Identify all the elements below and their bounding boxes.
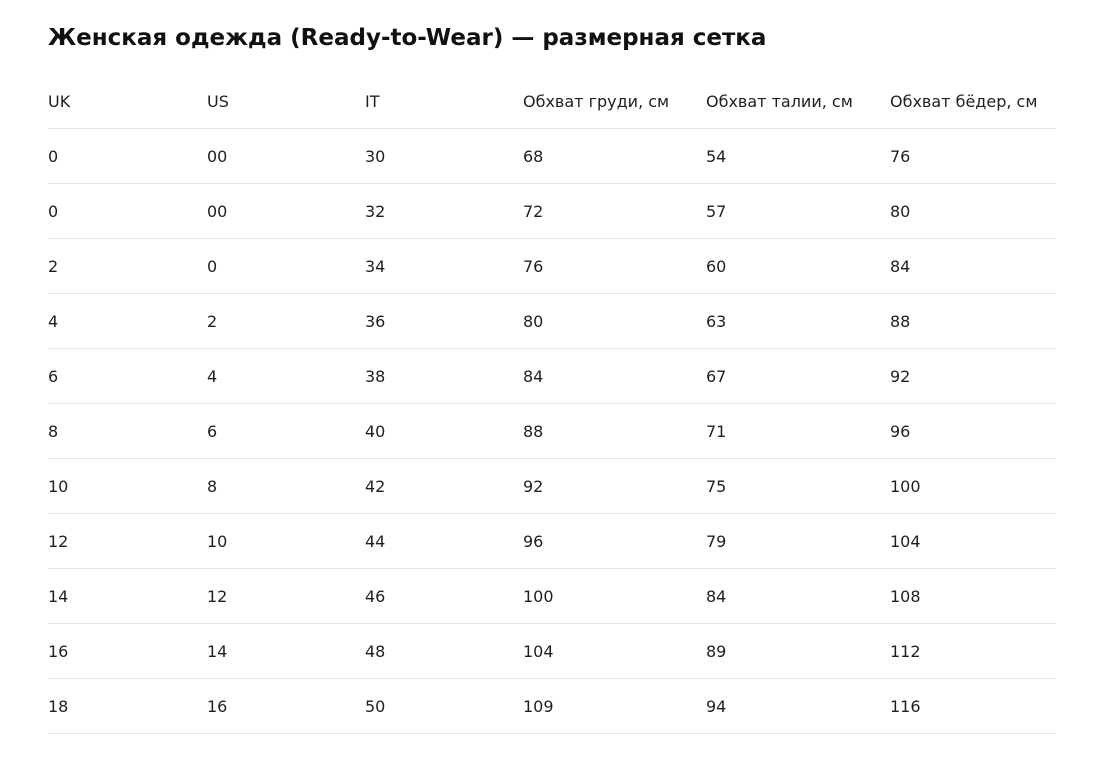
table-cell: 96 — [890, 403, 1056, 459]
table-cell: 32 — [365, 183, 523, 239]
table-cell: 80 — [523, 293, 706, 349]
table-cell: 14 — [207, 623, 365, 679]
table-cell: 100 — [523, 568, 706, 624]
column-header: Обхват бёдер, см — [890, 75, 1056, 129]
table-cell: 6 — [48, 348, 207, 404]
table-cell: 4 — [207, 348, 365, 404]
table-cell: 89 — [706, 623, 890, 679]
table-row: 14 12 46 100 84 108 — [48, 568, 1056, 624]
table-cell: 108 — [890, 568, 1056, 624]
table-cell: 92 — [523, 458, 706, 514]
table-row: 18 16 50 109 94 116 — [48, 678, 1056, 734]
table-cell: 16 — [48, 623, 207, 679]
table-cell: 67 — [706, 348, 890, 404]
table-cell: 44 — [365, 513, 523, 569]
table-body: 0 00 30 68 54 76 0 00 32 72 57 80 2 0 34 76 60 84 4 2 36 80 63… — [48, 128, 1056, 734]
table-row: 16 14 48 104 89 112 — [48, 623, 1056, 679]
table-cell: 104 — [523, 623, 706, 679]
table-cell: 8 — [48, 403, 207, 459]
table-cell: 0 — [48, 128, 207, 184]
table-cell: 38 — [365, 348, 523, 404]
table-cell: 112 — [890, 623, 1056, 679]
table-cell: 18 — [48, 678, 207, 734]
table-cell: 88 — [523, 403, 706, 459]
table-cell: 10 — [48, 458, 207, 514]
table-cell: 116 — [890, 678, 1056, 734]
table-cell: 80 — [890, 183, 1056, 239]
table-cell: 10 — [207, 513, 365, 569]
table-row: 2 0 34 76 60 84 — [48, 238, 1056, 294]
table-head: UK US IT Обхват груди, см Обхват талии, см Об… — [48, 75, 1056, 129]
table-cell: 50 — [365, 678, 523, 734]
table-cell: 76 — [523, 238, 706, 294]
page-title: Женская одежда (Ready-to-Wear) — размерн… — [48, 25, 767, 51]
table-cell: 75 — [706, 458, 890, 514]
table-cell: 94 — [706, 678, 890, 734]
table-cell: 92 — [890, 348, 1056, 404]
table-cell: 63 — [706, 293, 890, 349]
column-header: Обхват груди, см — [523, 75, 706, 129]
table-cell: 76 — [890, 128, 1056, 184]
table-cell: 84 — [706, 568, 890, 624]
table-cell: 84 — [523, 348, 706, 404]
column-header: US — [207, 75, 365, 129]
table-cell: 84 — [890, 238, 1056, 294]
table-cell: 00 — [207, 128, 365, 184]
table-row: 8 6 40 88 71 96 — [48, 403, 1056, 459]
table-cell: 0 — [207, 238, 365, 294]
header-row: UK US IT Обхват груди, см Обхват талии, см Об… — [48, 75, 1056, 129]
table-cell: 34 — [365, 238, 523, 294]
table-cell: 8 — [207, 458, 365, 514]
table-cell: 6 — [207, 403, 365, 459]
size-table: UK US IT Обхват груди, см Обхват талии, см Об… — [48, 75, 1056, 734]
table-cell: 88 — [890, 293, 1056, 349]
table-cell: 36 — [365, 293, 523, 349]
table-cell: 71 — [706, 403, 890, 459]
table-row: 10 8 42 92 75 100 — [48, 458, 1056, 514]
table-cell: 40 — [365, 403, 523, 459]
table-cell: 12 — [207, 568, 365, 624]
table-cell: 12 — [48, 513, 207, 569]
table-cell: 16 — [207, 678, 365, 734]
table-cell: 48 — [365, 623, 523, 679]
table-row: 0 00 30 68 54 76 — [48, 128, 1056, 184]
table-cell: 57 — [706, 183, 890, 239]
column-header: Обхват талии, см — [706, 75, 890, 129]
table-row: 6 4 38 84 67 92 — [48, 348, 1056, 404]
table-cell: 60 — [706, 238, 890, 294]
table-cell: 72 — [523, 183, 706, 239]
table-cell: 109 — [523, 678, 706, 734]
table-cell: 46 — [365, 568, 523, 624]
table-row: 4 2 36 80 63 88 — [48, 293, 1056, 349]
table-cell: 42 — [365, 458, 523, 514]
table-row: 12 10 44 96 79 104 — [48, 513, 1056, 569]
table-cell: 54 — [706, 128, 890, 184]
table-cell: 68 — [523, 128, 706, 184]
table-cell: 96 — [523, 513, 706, 569]
column-header: UK — [48, 75, 207, 129]
table-row: 0 00 32 72 57 80 — [48, 183, 1056, 239]
table-cell: 2 — [207, 293, 365, 349]
table-cell: 14 — [48, 568, 207, 624]
table-cell: 30 — [365, 128, 523, 184]
table-cell: 100 — [890, 458, 1056, 514]
column-header: IT — [365, 75, 523, 129]
table-cell: 00 — [207, 183, 365, 239]
table-cell: 2 — [48, 238, 207, 294]
table-cell: 4 — [48, 293, 207, 349]
table-cell: 0 — [48, 183, 207, 239]
table-cell: 104 — [890, 513, 1056, 569]
table-cell: 79 — [706, 513, 890, 569]
